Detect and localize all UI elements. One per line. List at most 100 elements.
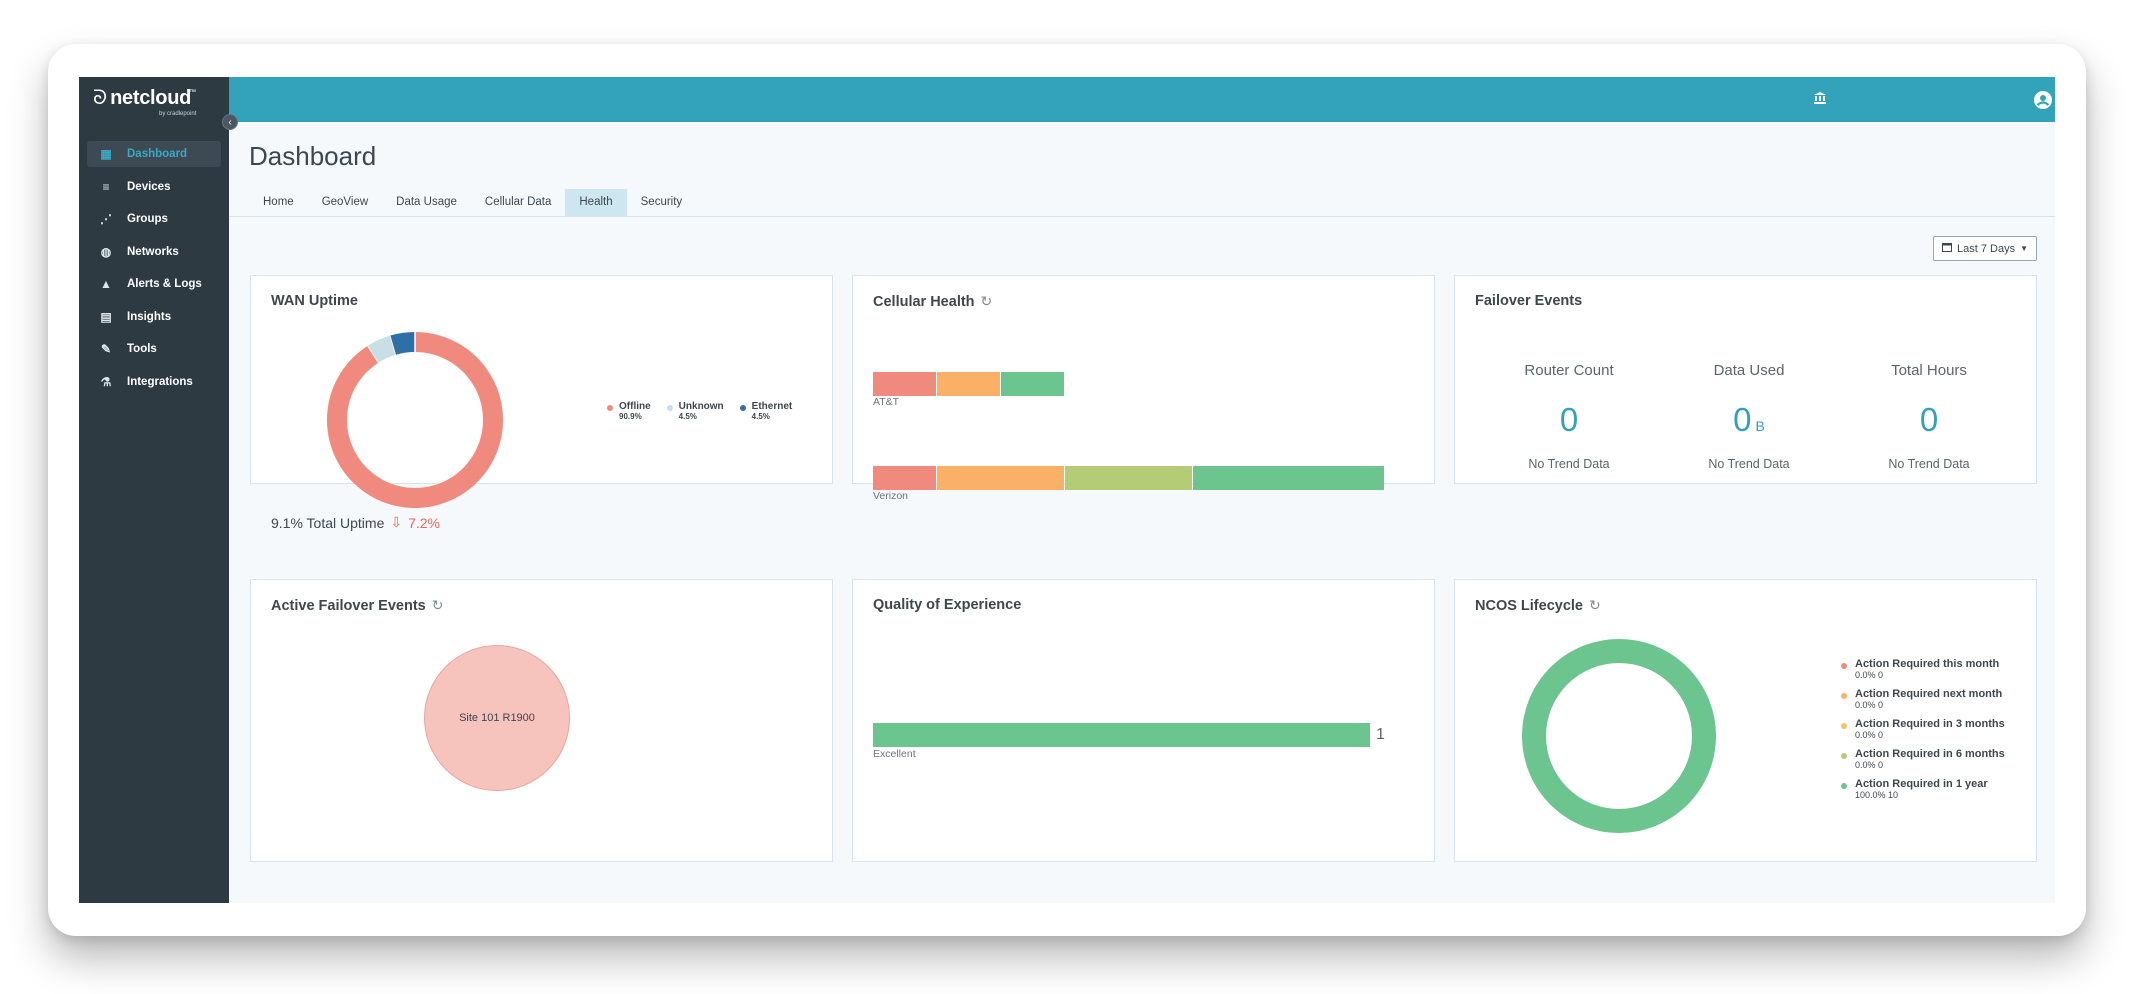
ncos-legend-item[interactable]: Action Required in 6 months 0.0% 0: [1841, 748, 2005, 770]
sidebar-item-dashboard[interactable]: ▦ Dashboard: [87, 141, 221, 167]
cellular-bar-segment[interactable]: [1065, 466, 1192, 490]
ncos-legend-label: Action Required in 1 year: [1855, 778, 1988, 790]
ncos-legend-label: Action Required next month: [1855, 688, 2003, 700]
ncos-legend-item[interactable]: Action Required in 1 year 100.0% 10: [1841, 778, 2005, 800]
wan-uptime-slice-1[interactable]: [367, 335, 397, 363]
sidebar-item-label: Networks: [127, 245, 179, 258]
cellular-bar-verizon[interactable]: [873, 466, 1385, 490]
wan-uptime-slice-2[interactable]: [390, 332, 416, 355]
legend-dot: [1841, 783, 1847, 789]
stat-value: 0: [1849, 401, 2009, 439]
cellular-bar-segment[interactable]: [1001, 372, 1064, 396]
sidebar-item-tools[interactable]: ✎ Tools: [87, 336, 221, 362]
stat-label: Router Count: [1524, 362, 1614, 379]
wan-uptime-title: WAN Uptime: [271, 293, 358, 309]
legend-percent: 90.9%: [619, 412, 642, 421]
sidebar-item-alerts-logs[interactable]: ▲ Alerts & Logs: [87, 271, 221, 297]
refresh-icon[interactable]: ↻: [980, 293, 993, 309]
document-icon: ▤: [100, 309, 112, 324]
window-frame: ᘐ netcloud ™ by cradlepoint ▦ Dashboard ≡ D…: [48, 44, 2086, 936]
refresh-icon[interactable]: ↻: [431, 597, 444, 613]
legend-dot: [666, 405, 673, 411]
cellular-bar-segment[interactable]: [937, 466, 1064, 490]
ncos-legend-label: Action Required this month: [1855, 658, 2000, 670]
sidebar-item-groups[interactable]: ⋰ Groups: [87, 206, 221, 232]
legend-label: Ethernet: [751, 401, 793, 412]
wan-uptime-legend: Offline 90.9% Unknown 4.5% Ethernet 4.5%: [607, 401, 792, 421]
legend-item-ethernet[interactable]: Ethernet 4.5%: [739, 401, 793, 421]
legend-dot: [1841, 693, 1847, 699]
stat-number: 0: [1559, 401, 1579, 438]
sidebar-item-integrations[interactable]: ⚗ Integrations: [87, 369, 221, 395]
qoe-bar-excellent[interactable]: [873, 723, 1370, 747]
ncos-lifecycle-legend: Action Required this month 0.0% 0 Action R…: [1841, 658, 2005, 808]
tab-security[interactable]: Security: [640, 196, 683, 208]
legend-dot: [1841, 663, 1847, 669]
legend-percent: 4.5%: [751, 412, 770, 421]
legend-item-offline[interactable]: Offline 90.9%: [607, 401, 651, 421]
total-uptime-text: 9.1% Total Uptime: [271, 514, 385, 531]
cellular-health-title: Cellular Health ↻: [873, 293, 993, 310]
netcloud-logo[interactable]: ᘐ netcloud ™: [93, 87, 196, 110]
stat-total-hours: Total Hours 0 No Trend Data: [1849, 362, 2009, 471]
stat-trend: No Trend Data: [1888, 457, 1970, 471]
sidebar-item-label: Insights: [127, 310, 172, 323]
top-bar: 66 ?: [229, 77, 2055, 122]
total-uptime: 9.1% Total Uptime ⇩ 7.2%: [271, 514, 440, 531]
router-icon: ≡: [102, 179, 110, 194]
ncos-legend-label: Action Required in 6 months: [1855, 748, 2005, 760]
cellular-health-card: Cellular Health ↻ AT&T Verizon: [852, 275, 1435, 502]
cellular-bar-segment[interactable]: [1193, 466, 1384, 490]
date-range-dropdown[interactable]: Last 7 Days ▼: [1933, 236, 2037, 261]
trend-down-icon: ⇩: [390, 514, 403, 530]
stat-router-count: Router Count 0 No Trend Data: [1489, 362, 1649, 471]
dashboard-tabs: Home GeoView Data Usage Cellular Data Health…: [249, 189, 696, 216]
sidebar-item-insights[interactable]: ▤ Insights: [87, 304, 221, 330]
tab-cellular-data[interactable]: Cellular Data: [484, 196, 552, 208]
tabs-divider: [229, 216, 2055, 217]
tab-geoview[interactable]: GeoView: [321, 196, 369, 208]
account-icon[interactable]: [2034, 91, 2052, 109]
cellular-bar-segment[interactable]: [937, 372, 1000, 396]
ncos-legend-item[interactable]: Action Required in 3 months 0.0% 0: [1841, 718, 2005, 740]
cellular-bar-segment[interactable]: [873, 466, 936, 490]
failover-events-card: Failover Events Router Count 0 No Trend Da…: [1454, 275, 2037, 484]
ncos-legend-value: 0.0% 0: [1855, 670, 1884, 680]
brand-sub: by cradlepoint: [159, 111, 197, 117]
cellular-bar-segment[interactable]: [873, 372, 936, 396]
ncos-legend-value: 0.0% 0: [1855, 760, 1884, 770]
legend-dot: [607, 405, 613, 411]
legend-label: Unknown: [678, 401, 724, 412]
legend-text: Unknown 4.5%: [679, 401, 724, 421]
legend-item-unknown[interactable]: Unknown 4.5%: [666, 401, 724, 421]
legend-text: Offline 90.9%: [619, 401, 651, 421]
ncos-legend-text: Action Required next month 0.0% 0: [1855, 688, 2002, 710]
active-failover-card: Active Failover Events ↻ Site 101 R1900: [250, 579, 833, 862]
bank-icon[interactable]: [1811, 91, 1829, 109]
refresh-icon[interactable]: ↻: [1589, 597, 1601, 613]
cellular-bar-att[interactable]: [873, 372, 1065, 396]
ncos-legend-item[interactable]: Action Required this month 0.0% 0: [1841, 658, 2005, 680]
wan-uptime-donut: [327, 332, 503, 508]
app: ᘐ netcloud ™ by cradlepoint ▦ Dashboard ≡ D…: [79, 77, 2055, 903]
qoe-title: Quality of Experience: [873, 597, 1022, 613]
sidebar-item-label: Alerts & Logs: [127, 278, 202, 290]
tab-health[interactable]: Health: [565, 189, 627, 216]
legend-percent: 4.5%: [678, 412, 697, 421]
site-bubble-label: Site 101 R1900: [459, 712, 535, 724]
tab-data-usage[interactable]: Data Usage: [396, 196, 457, 208]
tab-home[interactable]: Home: [263, 196, 294, 208]
sidebar-item-devices[interactable]: ≡ Devices: [87, 174, 221, 200]
stat-trend: No Trend Data: [1708, 457, 1790, 471]
sidebar-item-label: Devices: [127, 180, 171, 193]
ncos-lifecycle-title: NCOS Lifecycle ↻: [1475, 597, 1601, 614]
wan-uptime-slice-0[interactable]: [327, 332, 503, 508]
ncos-lifecycle-card: NCOS Lifecycle ↻ Action Required this mo…: [1454, 579, 2037, 862]
site-bubble[interactable]: Site 101 R1900: [424, 645, 570, 791]
calendar-icon: [1942, 242, 1952, 255]
sidebar-item-networks[interactable]: ◍ Networks: [87, 239, 221, 265]
sidebar-collapse-button[interactable]: ‹: [222, 114, 238, 130]
ncos-legend-item[interactable]: Action Required next month 0.0% 0: [1841, 688, 2005, 710]
ncos-slice-4[interactable]: [1522, 639, 1716, 833]
